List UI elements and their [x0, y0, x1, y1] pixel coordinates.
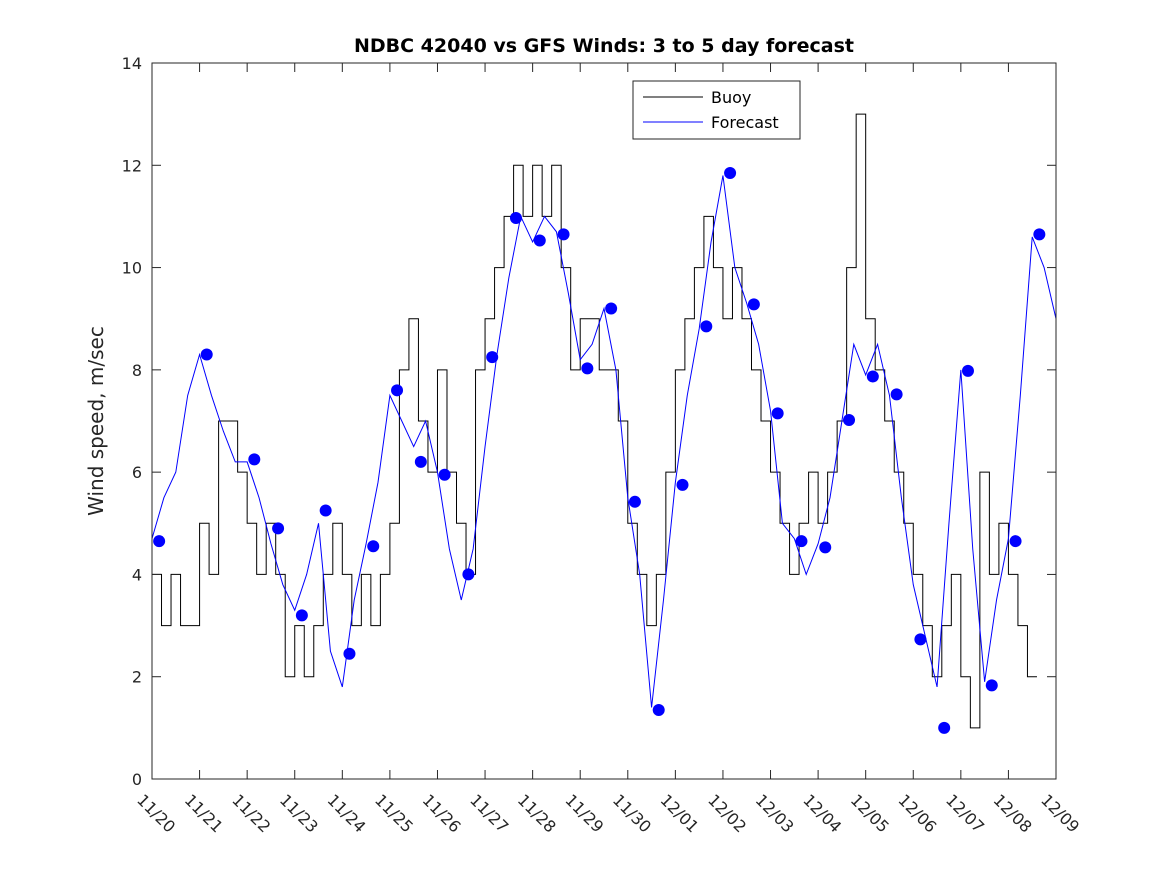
- forecast-series-group: [151, 175, 1057, 708]
- forecast-marker: [676, 478, 689, 491]
- forecast-marker: [724, 166, 737, 179]
- plot-area: [152, 63, 1056, 779]
- y-tick-label: 8: [132, 361, 142, 380]
- y-tick-label: 6: [132, 463, 142, 482]
- forecast-marker: [414, 455, 427, 468]
- forecast-marker: [343, 647, 356, 660]
- forecast-marker: [652, 703, 665, 716]
- forecast-marker: [391, 384, 404, 397]
- forecast-marker: [295, 609, 308, 622]
- forecast-marker: [533, 234, 546, 247]
- forecast-marker: [843, 413, 856, 426]
- plot-frame: [151, 62, 1057, 780]
- forecast-marker: [581, 362, 594, 375]
- y-tick-label: 12: [122, 156, 142, 175]
- forecast-marker: [605, 302, 618, 315]
- forecast-marker: [509, 211, 522, 224]
- y-tick-label: 0: [132, 770, 142, 789]
- forecast-marker: [272, 522, 285, 535]
- forecast-marker: [890, 388, 903, 401]
- forecast-marker: [938, 721, 951, 734]
- forecast-series-line: [151, 175, 1057, 708]
- forecast-marker-group: [153, 166, 1046, 734]
- forecast-marker: [795, 535, 808, 548]
- legend: Buoy Forecast: [632, 80, 801, 140]
- forecast-marker: [319, 504, 332, 517]
- y-tick-label: 4: [132, 565, 142, 584]
- y-tick-label: 10: [122, 259, 142, 278]
- forecast-marker: [771, 407, 784, 420]
- forecast-marker: [438, 468, 451, 481]
- forecast-marker: [248, 453, 261, 466]
- legend-box: [632, 80, 801, 140]
- forecast-marker: [961, 364, 974, 377]
- forecast-marker: [700, 320, 713, 333]
- forecast-marker: [486, 351, 499, 364]
- forecast-marker: [153, 535, 166, 548]
- forecast-marker: [628, 495, 641, 508]
- y-axis-label: Wind speed, m/sec: [84, 326, 108, 516]
- forecast-marker: [914, 633, 927, 646]
- legend-label-forecast: Forecast: [711, 113, 779, 132]
- y-tick-label: 14: [122, 54, 142, 73]
- legend-label-buoy: Buoy: [711, 88, 751, 107]
- forecast-marker: [1009, 535, 1022, 548]
- forecast-marker: [819, 541, 832, 554]
- forecast-marker: [985, 679, 998, 692]
- y-axis-ticks: 0 2 4 6 8 10 12 14: [122, 54, 1056, 789]
- chart-title: NDBC 42040 vs GFS Winds: 3 to 5 day fore…: [354, 35, 854, 57]
- y-tick-label: 2: [132, 668, 142, 687]
- forecast-marker: [866, 370, 879, 383]
- forecast-marker: [747, 298, 760, 311]
- forecast-marker: [462, 568, 475, 581]
- forecast-marker: [200, 348, 213, 361]
- forecast-marker: [557, 228, 570, 241]
- forecast-marker: [1033, 228, 1046, 241]
- forecast-marker: [367, 540, 380, 553]
